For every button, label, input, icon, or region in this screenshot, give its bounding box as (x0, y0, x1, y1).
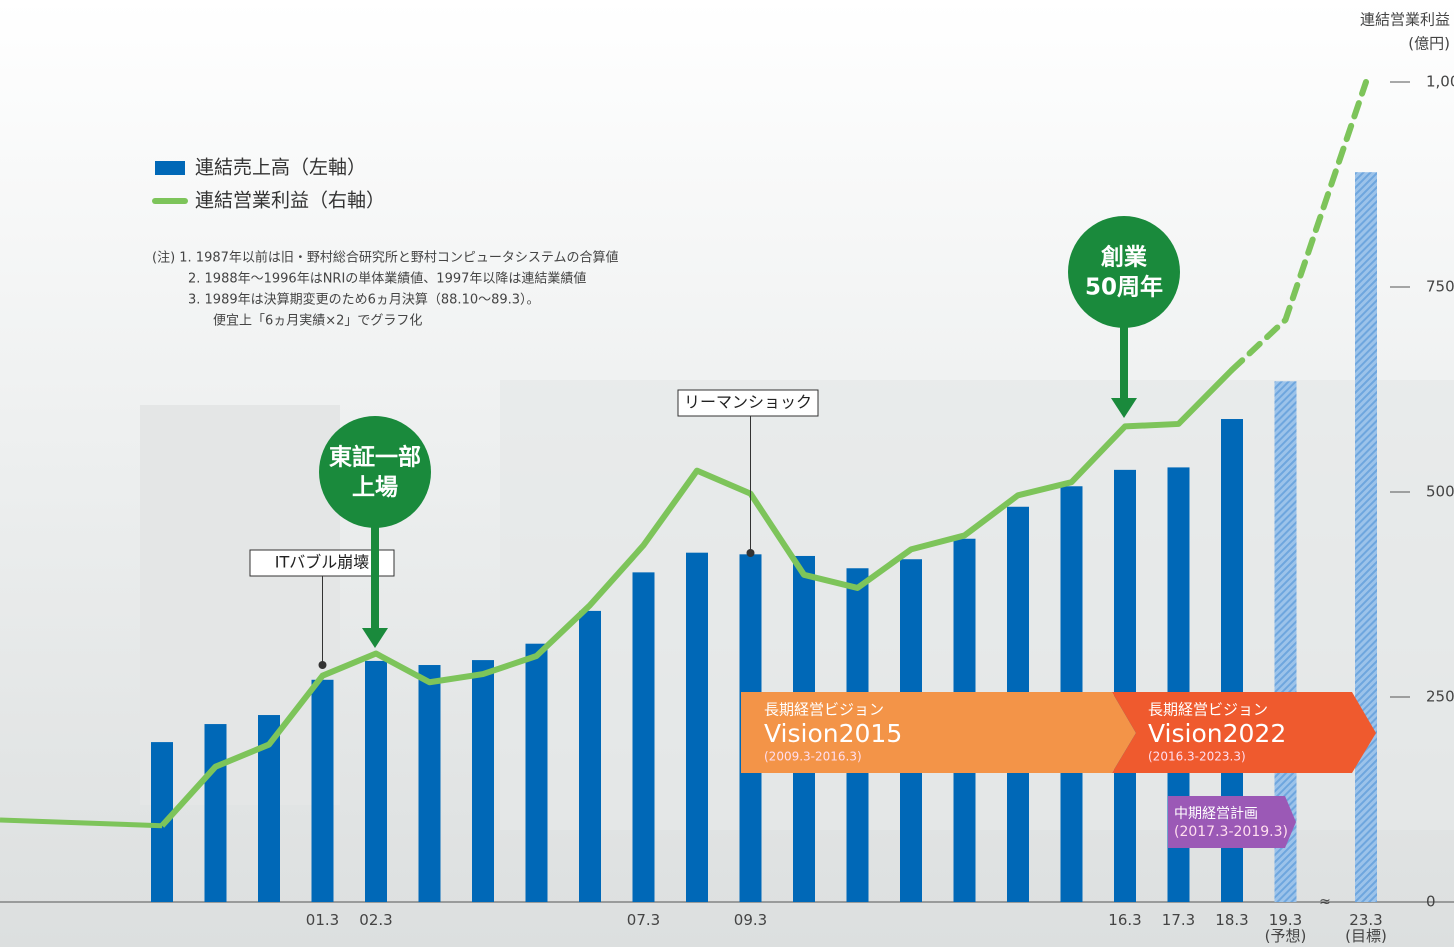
bar (472, 660, 494, 902)
plan-arrow (1112, 692, 1376, 773)
callout-text: ITバブル崩壊 (275, 553, 370, 572)
milestone-text: 創業 (1101, 244, 1148, 271)
bar (258, 715, 280, 902)
callout-dot (746, 549, 755, 557)
bar (686, 552, 708, 902)
milestone-text: 東証一部 (329, 444, 421, 471)
bar (418, 665, 441, 902)
plan-label: 長期経営ビジョン (1148, 701, 1268, 719)
legend-label: 連結営業利益（右軸） (195, 190, 385, 212)
note: 2. 1988年～1996年はNRIの単体業績値、1997年以降は連結業績値 (188, 271, 586, 287)
bar (525, 643, 548, 902)
y2-tick-label: 0 (1426, 893, 1436, 911)
x-tick-label: 02.3 (359, 911, 392, 929)
x-tick-label: 18.3 (1215, 911, 1248, 929)
plan-name: Vision2015 (764, 719, 902, 748)
plan-name: Vision2022 (1148, 719, 1286, 748)
plan-label: 中期経営計画 (1174, 806, 1258, 822)
y2-tick-label: 500 (1426, 483, 1454, 501)
callout-box (677, 389, 819, 417)
plan-period: (2016.3-2023.3) (1148, 750, 1246, 764)
note: (注) 1. 1987年以前は旧・野村総合研究所と野村コンピュータシステムの合算… (152, 250, 619, 266)
x-tick-label: 07.3 (627, 911, 660, 929)
x-tick-label: 19.3 (予想) (1265, 911, 1307, 945)
x-tick-label: 23.3 (目標) (1345, 911, 1387, 945)
plan-arrow (741, 692, 1136, 773)
plan-arrow (1168, 796, 1296, 848)
callout-box (249, 549, 395, 577)
plan-label: 長期経営ビジョン (764, 701, 884, 719)
bar (579, 610, 601, 902)
milestone-shaft (371, 522, 379, 630)
note: 3. 1989年は決算期変更のため6ヵ月決算（88.10～89.3）。 (188, 292, 540, 308)
bg-shape (140, 405, 340, 805)
y2-tick-label: 250 (1426, 688, 1454, 706)
milestone-circle (1068, 216, 1180, 328)
milestone-text: 上場 (352, 475, 398, 501)
milestone-shaft (1120, 322, 1128, 400)
milestone-text: 50周年 (1085, 274, 1163, 301)
line-forecast (1229, 79, 1369, 373)
line (159, 367, 1235, 828)
milestone-arrowhead (362, 628, 388, 648)
x-tick-label: 09.3 (734, 911, 767, 929)
y2-title: (億円) (1408, 35, 1450, 53)
callout-dot (318, 661, 327, 669)
y2-title: 連結営業利益 (1360, 11, 1450, 29)
x-tick-label: 16.3 (1108, 911, 1141, 929)
bar (1355, 172, 1377, 902)
bar (1167, 467, 1190, 902)
x-tick-label: 17.3 (1162, 911, 1195, 929)
x-tick-label: 01.3 (306, 911, 339, 929)
bar (204, 724, 227, 902)
note: 便宜上「6ヵ月実績×2」でグラフ化 (213, 313, 422, 329)
axis-break: ≈ (1319, 894, 1331, 910)
plan-period: (2017.3-2019.3) (1174, 824, 1288, 840)
legend-swatch (155, 161, 185, 175)
bar (365, 660, 387, 902)
bar (1221, 419, 1243, 902)
bar (1114, 469, 1136, 902)
y2-tick-label: 750 (1426, 278, 1454, 296)
callout-text: リーマンショック (684, 393, 812, 412)
y2-tick-label: 1,000 (1426, 73, 1454, 91)
line-lead (0, 817, 163, 829)
milestone-arrowhead (1111, 398, 1137, 418)
milestone-circle (319, 416, 431, 528)
plan-period: (2009.3-2016.3) (764, 750, 862, 764)
legend-label: 連結売上高（左軸） (195, 157, 366, 179)
bar (632, 572, 655, 902)
bar (311, 679, 334, 902)
